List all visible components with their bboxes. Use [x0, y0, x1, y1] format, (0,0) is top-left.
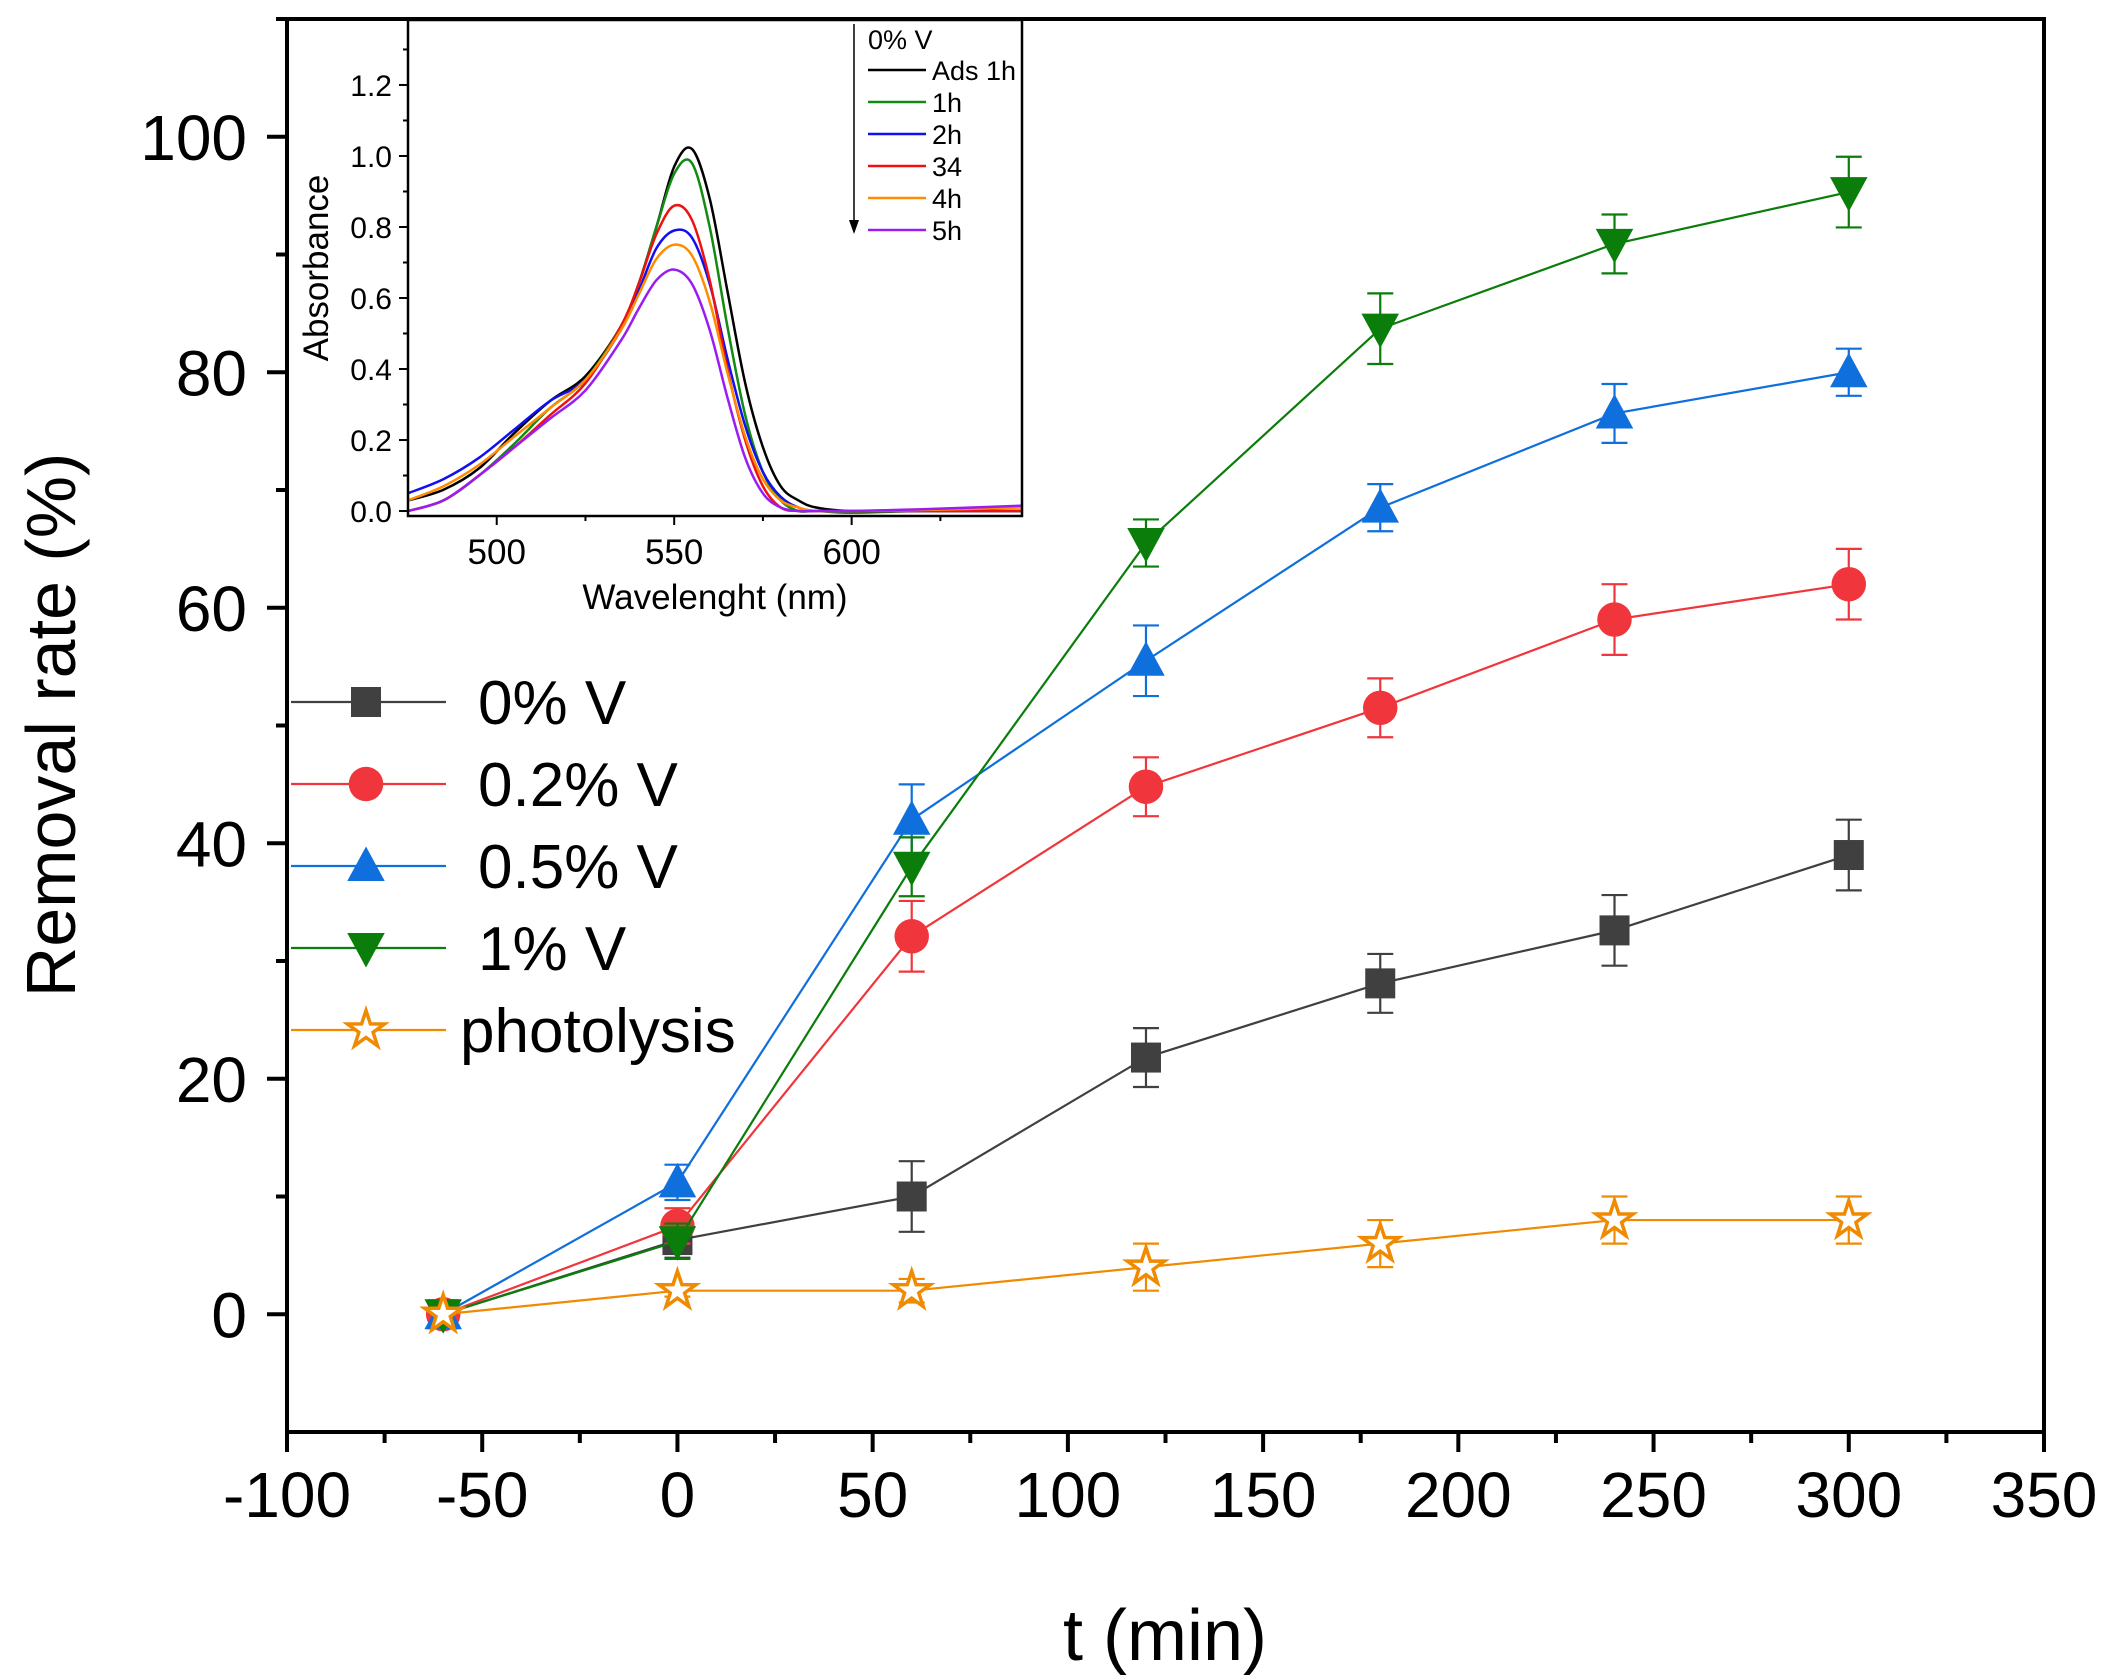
- data-point: [1599, 915, 1630, 946]
- data-point: [894, 919, 929, 954]
- series-0-5-v: [424, 347, 1868, 1330]
- data-point: [1130, 1042, 1161, 1073]
- inset-plot: 500 550 600 0.0 0.2 0.4 0.6 0.8 1.0 1.2 Ads 1h1h2h…: [350, 18, 1024, 572]
- data-point: [419, 1289, 468, 1335]
- inset-legend-title: 0% V: [868, 25, 933, 55]
- inset-y-tick-label: 0.4: [350, 354, 392, 387]
- inset-legend-label: 2h: [932, 120, 962, 150]
- data-point: [1597, 602, 1632, 637]
- legend-marker: [342, 1004, 390, 1051]
- inset-y-tick-label: 1.2: [350, 70, 392, 103]
- data-point: [1128, 769, 1164, 804]
- legend-marker: [348, 766, 384, 802]
- x-tick-label: 250: [1600, 1459, 1707, 1531]
- x-tick-label: 200: [1405, 1459, 1512, 1531]
- x-tick-label: 350: [1991, 1459, 2098, 1531]
- inset-legend-label: 1h: [932, 88, 962, 118]
- y-tick-label: 60: [176, 573, 247, 645]
- data-point: [1595, 228, 1634, 264]
- spectrum-line: [408, 268, 1022, 513]
- data-point: [653, 1265, 702, 1312]
- data-point: [1831, 566, 1867, 602]
- inset-x-tick-label: 550: [645, 533, 703, 572]
- inset-y-tick-label: 0.8: [350, 212, 392, 245]
- x-tick-label: 0: [660, 1459, 696, 1531]
- legend-label: 0.2% V: [478, 751, 679, 820]
- data-point: [1127, 641, 1165, 676]
- data-point: [892, 851, 931, 887]
- y-tick-label: 40: [176, 808, 247, 880]
- series-photolysis: [419, 1194, 1873, 1335]
- legend-item: 0% V: [291, 669, 627, 738]
- y-tick-label: 20: [176, 1044, 247, 1116]
- data-point: [1361, 313, 1399, 349]
- legend-marker: [347, 933, 385, 968]
- data-point: [892, 800, 931, 835]
- legend-item: 0.5% V: [291, 833, 679, 902]
- spectrum-line: [408, 146, 1022, 513]
- data-point: [1824, 1194, 1873, 1241]
- data-point: [1362, 690, 1398, 726]
- inset-frame: [406, 18, 1024, 518]
- inset-y-axis-title: Absorbance: [297, 175, 336, 362]
- legend-label: 1% V: [478, 915, 627, 984]
- inset-legend-label: 5h: [932, 216, 962, 246]
- data-point: [1365, 968, 1396, 999]
- data-point: [658, 1226, 697, 1261]
- inset-y-tick-label: 1.0: [350, 141, 392, 174]
- inset-y-tick-label: 0.2: [350, 425, 392, 458]
- main-plot: -100 -50 0 50 100 150 200 250 300 350 0 20 40 60 80 100…: [140, 17, 2098, 1531]
- inset-x-axis-title: Wavelenght (nm): [582, 578, 847, 617]
- data-point: [1356, 1218, 1405, 1264]
- inset-legend-label: Ads 1h: [932, 56, 1016, 86]
- inset-y-tick-label: 0.0: [350, 496, 392, 529]
- legend-marker: [347, 846, 385, 881]
- inset-x-tick-label: 600: [822, 533, 880, 572]
- x-tick-label: -100: [223, 1459, 351, 1531]
- data-point: [896, 1181, 927, 1212]
- data-point: [887, 1265, 936, 1312]
- data-point: [1122, 1242, 1170, 1288]
- legend-label: 0% V: [478, 669, 627, 738]
- inset-x-tick-label: 500: [468, 533, 526, 572]
- data-point: [1830, 352, 1868, 388]
- x-tick-label: 300: [1795, 1459, 1902, 1531]
- legend-item: photolysis: [291, 997, 736, 1066]
- inset-legend-label: 4h: [932, 184, 962, 214]
- decrease-arrow-icon: [849, 220, 859, 234]
- data-point: [1595, 393, 1634, 429]
- x-tick-label: 50: [837, 1459, 908, 1531]
- x-tick-label: 150: [1210, 1459, 1317, 1531]
- data-point: [1830, 177, 1868, 212]
- y-tick-label: 80: [176, 337, 247, 409]
- y-axis-title: Removal rate (%): [12, 453, 90, 998]
- legend-label: 0.5% V: [478, 833, 679, 902]
- data-point: [1590, 1194, 1639, 1241]
- legend-item: 1% V: [291, 915, 627, 984]
- inset-y-tick-label: 0.6: [350, 283, 392, 316]
- legend-marker: [351, 687, 381, 717]
- x-tick-label: -50: [436, 1459, 529, 1531]
- legend-label: photolysis: [460, 997, 736, 1066]
- legend-item: 0.2% V: [291, 751, 679, 820]
- inset-legend-label: 34: [932, 152, 962, 182]
- y-tick-label: 100: [140, 102, 247, 174]
- data-point: [1127, 527, 1165, 563]
- x-tick-label: 100: [1014, 1459, 1121, 1531]
- x-axis-title: t (min): [1063, 1596, 1267, 1676]
- y-tick-label: 0: [211, 1279, 247, 1351]
- data-point: [658, 1162, 697, 1198]
- data-point: [1361, 488, 1399, 523]
- data-point: [1833, 840, 1864, 871]
